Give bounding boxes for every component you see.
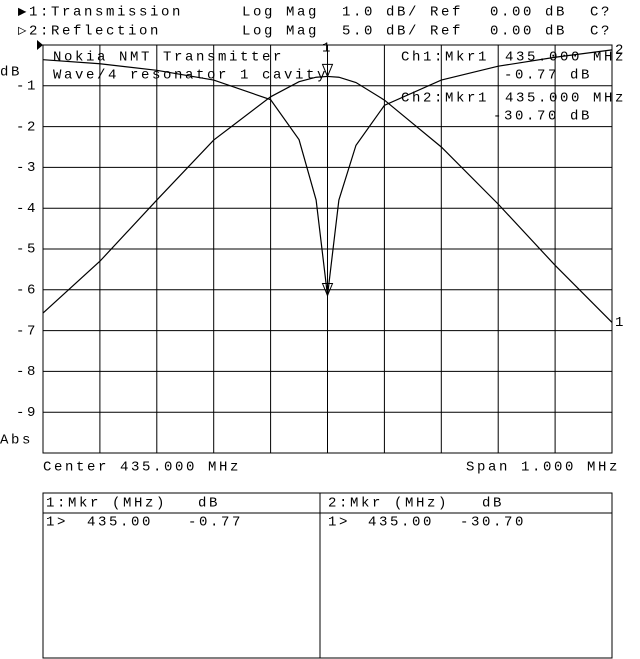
marker-label: 1	[322, 41, 333, 57]
y-tick-label: -7	[16, 323, 38, 339]
y-tick-label: -9	[16, 405, 38, 421]
header-text: C?	[590, 5, 612, 21]
header-text: 1.0 dB/	[342, 5, 419, 21]
header-text: ▶1:Transmission	[18, 5, 183, 21]
header-text: 0.00 dB	[490, 24, 567, 40]
y-tick-label: -5	[16, 242, 38, 258]
x-left-label: Center 435.000 MHz	[43, 460, 241, 476]
marker-readout: 435.000 MHz	[505, 50, 626, 66]
y-tick-label: -4	[16, 201, 38, 217]
trace-label: 2	[615, 43, 626, 59]
y-axis-label: dB	[0, 65, 22, 81]
y-tick-label: -8	[16, 364, 38, 380]
table-cell: 435.00	[87, 515, 153, 531]
marker-readout: Ch2:Mkr1	[401, 91, 489, 107]
annotation: Nokia NMT Transmitter	[53, 50, 284, 66]
table-header: 2:Mkr (MHz)	[328, 496, 449, 512]
y-tick-label: -2	[16, 119, 38, 135]
header-text: Log Mag	[242, 24, 319, 40]
marker	[321, 63, 334, 78]
header-text: Log Mag	[242, 5, 319, 21]
marker-readout: -30.70 dB	[493, 109, 592, 125]
table-cell: -0.77	[188, 515, 243, 531]
table-cell: 435.00	[368, 515, 434, 531]
table-cell: -30.70	[460, 515, 526, 531]
y-tick-label: -3	[16, 160, 38, 176]
table-cell: 1>	[46, 515, 68, 531]
reference-arrow	[37, 40, 43, 50]
trace-label: 1	[615, 315, 626, 331]
x-right-label: Span 1.000 MHz	[466, 460, 620, 476]
marker-readout: Ch1:Mkr1	[401, 50, 489, 66]
header-text: Ref	[430, 5, 463, 21]
table-header: dB	[482, 496, 504, 512]
table-header: dB	[198, 496, 220, 512]
marker	[321, 283, 334, 297]
header-text: 5.0 dB/	[342, 24, 419, 40]
header-text: C?	[590, 24, 612, 40]
header-text: 0.00 dB	[490, 5, 567, 21]
table-cell: 1>	[328, 515, 350, 531]
table-frame	[42, 492, 613, 659]
table-header: 1:Mkr (MHz)	[46, 496, 167, 512]
y-tick-label: -1	[16, 79, 38, 95]
marker-readout: -0.77 dB	[504, 68, 592, 84]
y-tick-label: -6	[16, 283, 38, 299]
marker-readout: 435.000 MHz	[505, 91, 626, 107]
format-label: Abs	[0, 433, 33, 449]
header-text: Ref	[430, 24, 463, 40]
header-text: ▷2:Reflection	[18, 24, 161, 40]
